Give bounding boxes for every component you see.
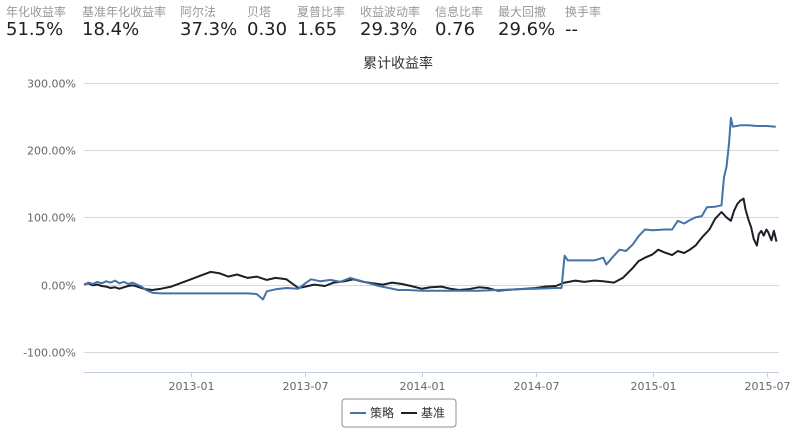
metric-label: 贝塔 xyxy=(247,5,272,19)
y-tick-label: 100.00% xyxy=(27,212,76,225)
benchmark-line xyxy=(83,197,778,292)
x-tick-label: 2013-01 xyxy=(169,380,215,393)
y-tick-label: -100.00% xyxy=(23,347,76,360)
metric-label: 最大回撤 xyxy=(498,5,547,19)
strategy-line xyxy=(83,116,776,301)
metric-value: 29.6% xyxy=(498,19,556,40)
legend-benchmark-label[interactable]: 基准 xyxy=(421,406,445,420)
metric-label: 信息比率 xyxy=(435,5,484,19)
metric-label: 基准年化收益率 xyxy=(82,5,167,19)
y-axis: -100.00% 0.00% 100.00% 200.00% 300.00% xyxy=(23,78,76,360)
x-tick-label: 2014-07 xyxy=(514,380,560,393)
metric-value: 0.30 xyxy=(247,19,288,40)
x-tick-label: 2015-01 xyxy=(631,380,677,393)
metric-value: 0.76 xyxy=(435,19,476,40)
legend-box xyxy=(341,398,457,428)
metric-label: 收益波动率 xyxy=(360,5,421,19)
metric-value: -- xyxy=(565,19,578,40)
x-tick-label: 2015-07 xyxy=(745,380,791,393)
x-axis: 2013-01 2013-07 2014-01 2014-07 2015-01 2015-… xyxy=(84,372,790,393)
metrics-bar: 年化收益率 51.5% 基准年化收益率 18.4% 阿尔法 37.3% 贝塔 0… xyxy=(0,0,792,48)
y-tick-label: 300.00% xyxy=(27,78,76,91)
x-tick-label: 2013-07 xyxy=(283,380,329,393)
metric-label: 阿尔法 xyxy=(180,5,217,19)
chart-title: 累计收益率 xyxy=(363,55,433,72)
legend-strategy-label[interactable]: 策略 xyxy=(370,405,394,420)
x-tick-label: 2014-01 xyxy=(400,380,446,393)
metric-label: 年化收益率 xyxy=(6,5,67,19)
grid xyxy=(84,83,779,353)
legend[interactable]: 策略 基准 xyxy=(341,398,457,428)
metric-value: 37.3% xyxy=(180,19,238,40)
metric-label: 换手率 xyxy=(565,5,602,19)
series-lines xyxy=(83,116,778,301)
cumulative-return-chart: 累计收益率 -100.00% 0.00% 100.00% 200.00% 300.00%… xyxy=(23,55,790,428)
y-tick-label: 0.00% xyxy=(41,280,76,293)
metric-value: 51.5% xyxy=(6,19,64,40)
metric-value: 1.65 xyxy=(297,19,338,40)
metric-value: 18.4% xyxy=(82,19,140,40)
y-tick-label: 200.00% xyxy=(27,145,76,158)
metric-value: 29.3% xyxy=(360,19,418,40)
metric-label: 夏普比率 xyxy=(297,5,346,19)
